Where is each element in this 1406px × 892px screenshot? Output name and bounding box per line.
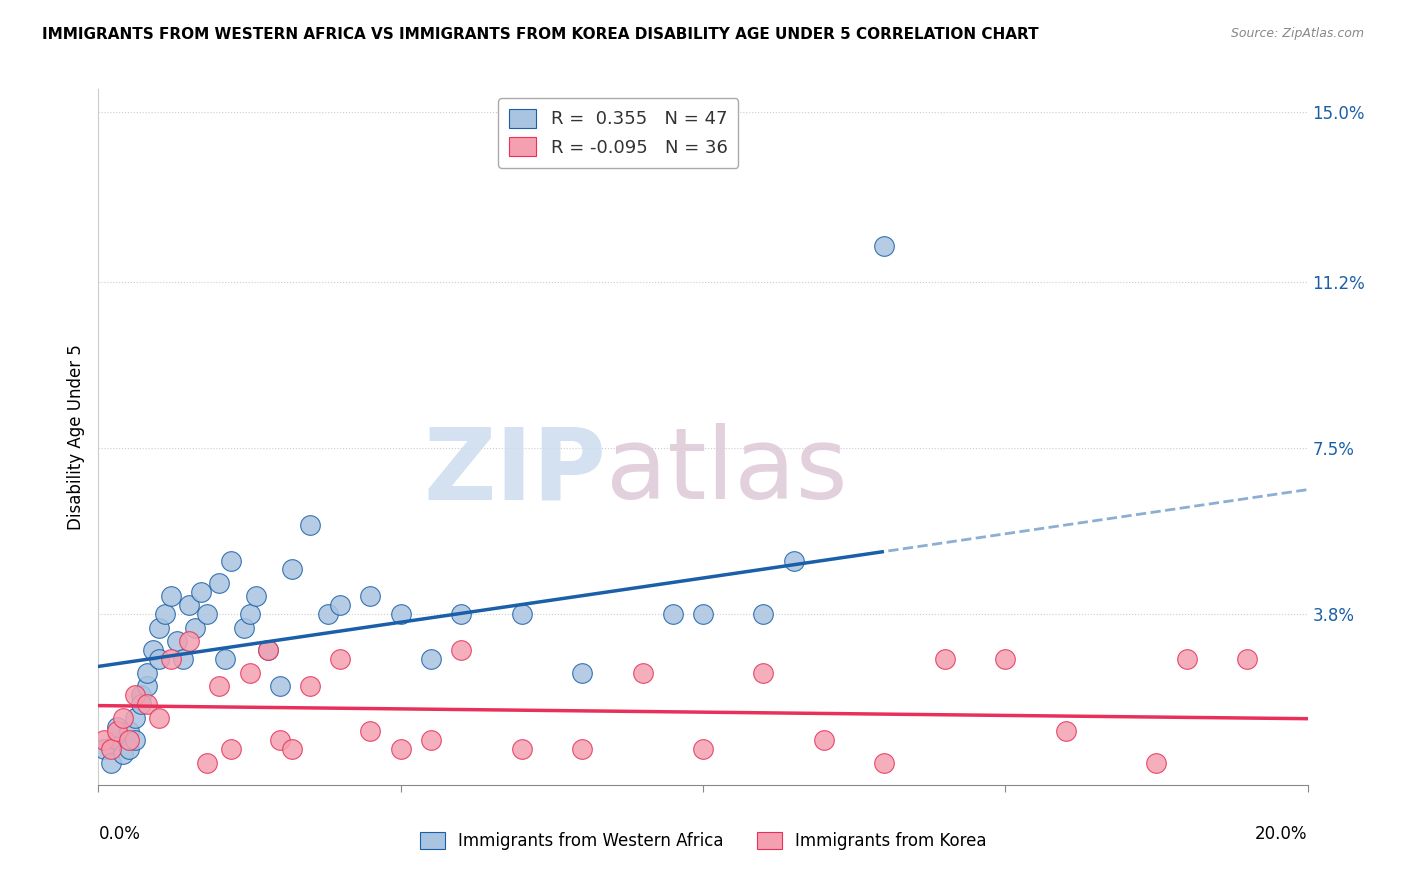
Point [93, 742, 115, 756]
Text: 0.0%: 0.0% [98, 825, 141, 843]
Point [135, 697, 157, 711]
Point [239, 665, 262, 680]
Point [160, 652, 183, 666]
Point [124, 711, 146, 725]
Point [111, 747, 134, 761]
Point [105, 720, 128, 734]
Point [389, 607, 412, 622]
Point [208, 576, 231, 591]
Point [118, 742, 141, 756]
Point [692, 607, 714, 622]
Point [153, 607, 176, 622]
Point [100, 756, 122, 770]
Point [256, 643, 278, 657]
Legend: Immigrants from Western Africa, Immigrants from Korea: Immigrants from Western Africa, Immigran… [413, 825, 993, 857]
Point [148, 652, 170, 666]
Point [93, 733, 115, 747]
Text: Source: ZipAtlas.com: Source: ZipAtlas.com [1230, 27, 1364, 40]
Point [190, 585, 212, 599]
Point [269, 679, 291, 693]
Point [179, 599, 201, 613]
Point [135, 665, 157, 680]
Point [1144, 756, 1167, 770]
Point [160, 590, 183, 604]
Point [195, 756, 218, 770]
Point [179, 634, 201, 648]
Point [256, 643, 278, 657]
Point [118, 724, 141, 739]
Point [813, 733, 835, 747]
Point [105, 724, 128, 739]
Text: ZIP: ZIP [423, 424, 606, 520]
Point [450, 643, 472, 657]
Point [873, 756, 896, 770]
Y-axis label: Disability Age Under 5: Disability Age Under 5 [66, 344, 84, 530]
Point [420, 733, 443, 747]
Point [329, 652, 352, 666]
Point [118, 733, 141, 747]
Point [360, 590, 382, 604]
Point [166, 634, 188, 648]
Point [1236, 652, 1258, 666]
Point [124, 733, 146, 747]
Text: 20.0%: 20.0% [1256, 825, 1308, 843]
Point [281, 562, 304, 576]
Point [299, 679, 322, 693]
Point [221, 742, 243, 756]
Point [994, 652, 1017, 666]
Point [135, 679, 157, 693]
Point [184, 621, 207, 635]
Point [148, 711, 170, 725]
Point [420, 652, 443, 666]
Point [221, 553, 243, 567]
Point [232, 621, 254, 635]
Point [934, 652, 956, 666]
Point [129, 688, 152, 702]
Point [299, 517, 322, 532]
Point [329, 599, 352, 613]
Point [752, 607, 775, 622]
Point [281, 742, 304, 756]
Point [269, 733, 291, 747]
Point [1175, 652, 1198, 666]
Point [111, 711, 134, 725]
Point [239, 607, 262, 622]
Point [124, 688, 146, 702]
Point [510, 607, 533, 622]
Point [661, 607, 683, 622]
Point [208, 679, 231, 693]
Point [105, 733, 128, 747]
Point [100, 742, 122, 756]
Point [631, 665, 654, 680]
Point [692, 742, 714, 756]
Point [873, 239, 896, 253]
Point [129, 697, 152, 711]
Point [316, 607, 339, 622]
Point [360, 724, 382, 739]
Point [1054, 724, 1077, 739]
Point [214, 652, 236, 666]
Point [148, 621, 170, 635]
Point [172, 652, 194, 666]
Point [783, 553, 806, 567]
Point [389, 742, 412, 756]
Point [571, 665, 593, 680]
Legend: R =  0.355   N = 47, R = -0.095   N = 36: R = 0.355 N = 47, R = -0.095 N = 36 [498, 98, 738, 168]
Point [142, 643, 165, 657]
Text: IMMIGRANTS FROM WESTERN AFRICA VS IMMIGRANTS FROM KOREA DISABILITY AGE UNDER 5 C: IMMIGRANTS FROM WESTERN AFRICA VS IMMIGR… [42, 27, 1039, 42]
Point [450, 607, 472, 622]
Point [752, 665, 775, 680]
Text: atlas: atlas [606, 424, 848, 520]
Point [195, 607, 218, 622]
Point [571, 742, 593, 756]
Point [510, 742, 533, 756]
Point [245, 590, 267, 604]
